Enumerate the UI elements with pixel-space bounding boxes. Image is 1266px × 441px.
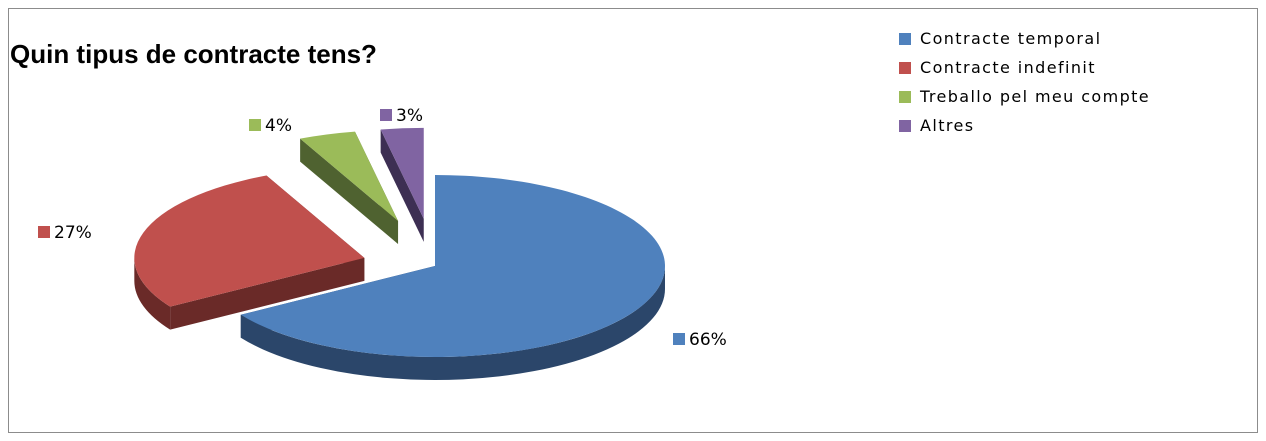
pie-slice-contracte-indefinit: [134, 175, 365, 330]
slice-top-contracte-indefinit: [134, 175, 365, 307]
slice-outer-side-contracte-indefinit: [134, 257, 171, 330]
data-label-marker-contracte-temporal: [673, 333, 685, 345]
slice-side-start-contracte-indefinit: [170, 257, 365, 330]
data-label-marker-treballo-pel-meu-compte: [249, 119, 261, 131]
legend-label-treballo-pel-meu-compte: Treballo pel meu compte: [920, 87, 1151, 106]
legend-label-contracte-indefinit: Contracte indefinit: [920, 58, 1096, 77]
chart-title: Quin tipus de contracte tens?: [10, 39, 377, 69]
legend-item-contracte-indefinit: Contracte indefinit: [899, 53, 1150, 82]
legend-item-contracte-temporal: Contracte temporal: [899, 24, 1150, 53]
legend-swatch-contracte-indefinit: [899, 61, 911, 74]
legend-item-treballo-pel-meu-compte: Treballo pel meu compte: [899, 82, 1150, 111]
legend-swatch-altres: [899, 119, 911, 132]
slice-outer-side-contracte-temporal: [240, 266, 666, 380]
legend-swatch-contracte-temporal: [899, 32, 911, 45]
legend: Contracte temporal Contracte indefinit T…: [899, 24, 1150, 140]
pie-slice-altres: [380, 127, 424, 242]
data-label-marker-altres: [380, 109, 392, 121]
data-label-marker-contracte-indefinit: [38, 226, 50, 238]
pie-slice-treballo-pel-meu-compte: [300, 131, 399, 244]
label-layer: 66% 27% 4% 3%: [38, 106, 727, 350]
pie-slice-contracte-temporal: [240, 175, 666, 380]
slice-layer: [134, 127, 666, 380]
legend-label-contracte-temporal: Contracte temporal: [920, 29, 1102, 48]
chart-area: Quin tipus de contracte tens? 66% 27% 4% 3%…: [8, 8, 1258, 433]
data-label-altres: 3%: [380, 106, 423, 126]
data-label-text-altres: 3%: [396, 106, 423, 126]
legend-swatch-treballo-pel-meu-compte: [899, 90, 911, 103]
pie-chart: 66% 27% 4% 3%: [38, 106, 727, 380]
data-label-text-contracte-indefinit: 27%: [54, 223, 92, 243]
legend-label-altres: Altres: [920, 116, 975, 135]
slice-top-treballo-pel-meu-compte: [300, 131, 399, 221]
data-label-text-treballo-pel-meu-compte: 4%: [265, 116, 292, 136]
data-label-contracte-temporal: 66%: [673, 330, 727, 350]
slice-side-start-treballo-pel-meu-compte: [300, 138, 399, 244]
legend-item-altres: Altres: [899, 111, 1150, 140]
slice-side-start-altres: [380, 129, 424, 242]
data-label-contracte-indefinit: 27%: [38, 223, 92, 243]
slice-top-contracte-temporal: [240, 175, 666, 358]
data-label-text-contracte-temporal: 66%: [689, 330, 727, 350]
data-label-treballo-pel-meu-compte: 4%: [249, 116, 292, 136]
slice-top-altres: [380, 127, 424, 219]
